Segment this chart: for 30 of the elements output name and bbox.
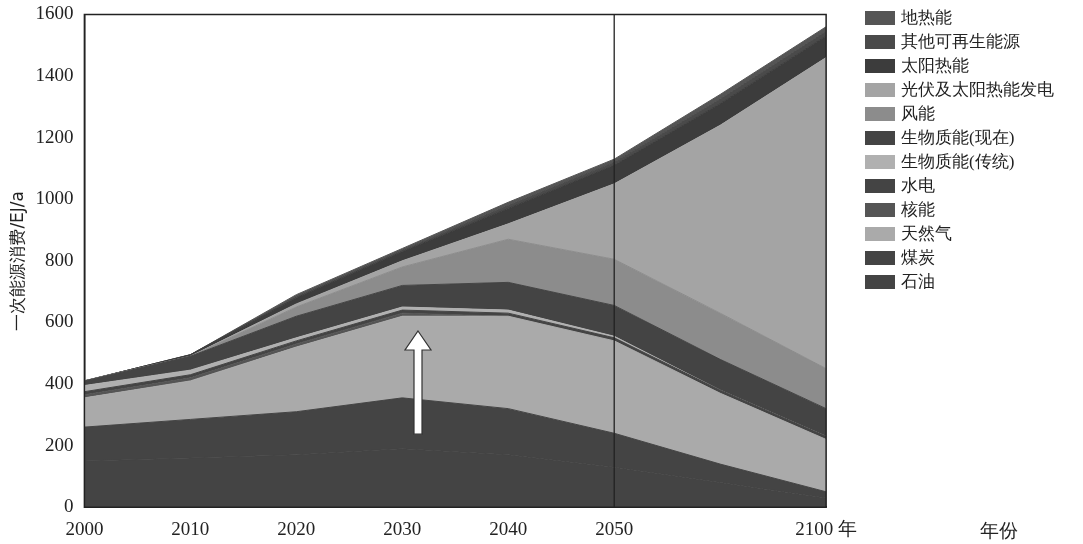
legend-label: 水电 <box>901 176 935 196</box>
y-tick-label: 800 <box>44 248 74 270</box>
y-axis-title: 一次能源消费/EJ/a <box>6 190 27 331</box>
legend-label: 核能 <box>901 200 935 220</box>
legend-label: 石油 <box>901 272 935 292</box>
legend-label: 生物质能(现在) <box>901 128 1015 148</box>
x-tick-label: 2010 <box>171 517 210 539</box>
y-tick-label: 1600 <box>35 2 74 24</box>
y-tick-label: 0 <box>63 495 74 517</box>
x-tick-label: 2040 <box>489 517 528 539</box>
y-tick-label: 1400 <box>35 63 74 85</box>
y-tick-label: 600 <box>44 310 74 332</box>
x-tick-label: 2030 <box>383 517 422 539</box>
legend-label: 风能 <box>901 104 935 124</box>
legend-label: 地热能 <box>901 8 952 28</box>
x-tick-label: 2020 <box>277 517 316 539</box>
y-tick-label: 200 <box>44 433 74 455</box>
legend-label: 生物质能(传统) <box>901 152 1015 172</box>
legend-label: 光伏及太阳热能发电 <box>901 80 1054 100</box>
legend-label: 太阳热能 <box>901 56 969 76</box>
x-tick-label: 2100 年 <box>795 517 857 539</box>
legend-label: 天然气 <box>901 224 952 244</box>
x-tick-label: 2000 <box>65 517 104 539</box>
text: 年份 <box>980 519 1018 543</box>
legend-label: 煤炭 <box>901 248 935 268</box>
y-tick-label: 1200 <box>35 125 74 147</box>
y-tick-label: 400 <box>44 371 74 393</box>
y-tick-label: 1000 <box>35 187 74 209</box>
legend-label: 其他可再生能源 <box>901 32 1020 52</box>
x-tick-label: 2050 <box>595 517 634 539</box>
